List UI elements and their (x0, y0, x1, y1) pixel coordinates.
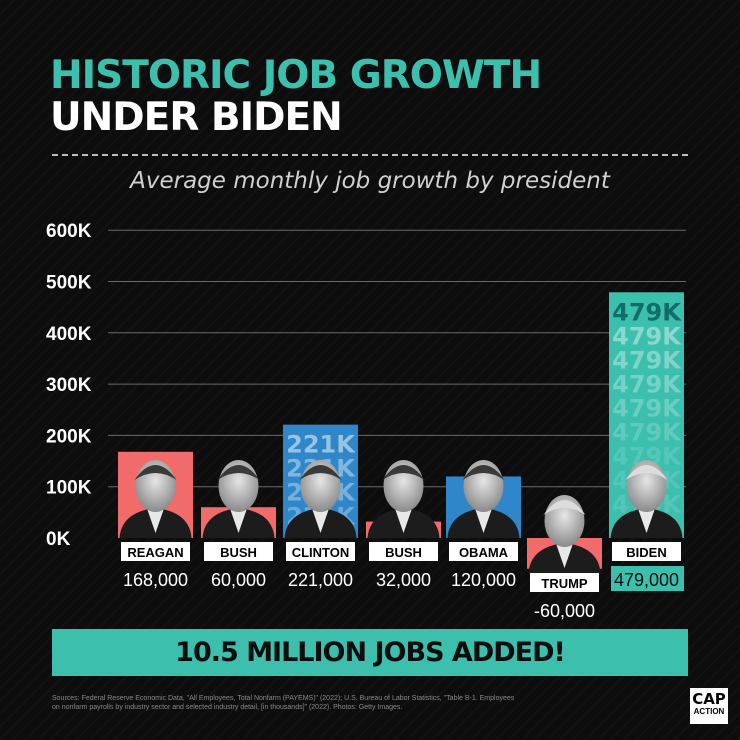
y-tick-label: 500K (46, 273, 92, 294)
portrait-hair (217, 465, 260, 480)
president-name: BUSH (220, 545, 257, 560)
value-label: -60,000 (534, 601, 595, 621)
y-tick-label: 600K (46, 221, 92, 242)
bar-value-watermark: 479K (612, 322, 682, 350)
portrait-shirt (638, 510, 655, 533)
president-name: REAGAN (127, 545, 183, 560)
value-label: 32,000 (376, 570, 431, 590)
title-line-1: HISTORIC JOB GROWTH (50, 53, 542, 98)
portrait-hair (134, 465, 177, 480)
y-tick-label: 400K (46, 324, 92, 345)
president-portrait (367, 460, 440, 538)
president-portrait (528, 495, 601, 573)
president-name-tag (121, 542, 190, 561)
president-portrait (119, 460, 192, 538)
value-label: 479,000 (614, 570, 679, 590)
president-name: TRUMP (541, 576, 588, 591)
bar-value-watermark: 221K (286, 431, 356, 459)
bar-value-watermark: 479K (612, 298, 682, 326)
bar-value-watermark: 479K (612, 418, 682, 446)
president-portrait (447, 460, 520, 538)
portrait-hair (299, 465, 342, 480)
bar-value-watermark: 479K (612, 394, 682, 422)
president-name-tag (612, 542, 681, 561)
y-tick-label: 0K (46, 529, 71, 550)
president-name-tag (530, 573, 599, 592)
sources-note: Sources: Federal Reserve Economic Data, … (52, 695, 515, 711)
portrait-shirt (395, 510, 412, 533)
labels: 0K 100K 200K 300K 400K 500K 600K REAGAN 168,000 B… (46, 221, 684, 621)
portrait-hair (543, 500, 586, 515)
president-name: OBAMA (459, 545, 509, 560)
portrait-shirt (556, 545, 573, 568)
title-line-2: UNDER BIDEN (50, 95, 343, 140)
portrait-hair (625, 465, 668, 480)
chart-subtitle: Average monthly job growth by president (130, 168, 610, 194)
grid-lines (108, 229, 686, 488)
president-photos (119, 460, 683, 573)
president-name-tag (286, 542, 355, 561)
bar-value-watermark: 479K (612, 346, 682, 374)
y-tick-label: 300K (46, 375, 92, 396)
value-label: 221,000 (288, 570, 353, 590)
portrait-hair (382, 465, 425, 480)
total-jobs-banner: 10.5 MILLION JOBS ADDED! (52, 629, 688, 676)
value-label: 120,000 (451, 570, 516, 590)
president-name: BUSH (385, 545, 422, 560)
value-label: 60,000 (211, 570, 266, 590)
president-name-tag (449, 542, 518, 561)
portrait-shirt (230, 510, 247, 533)
biden-value-highlight (611, 566, 684, 591)
portrait-shirt (147, 510, 164, 533)
president-name-tag (369, 542, 438, 561)
y-tick-label: 200K (46, 426, 92, 447)
bar-value-watermark: 479K (612, 370, 682, 398)
dashed-divider (52, 154, 688, 156)
president-portrait (284, 460, 357, 538)
portrait-shirt (312, 510, 329, 533)
president-name: CLINTON (292, 545, 350, 560)
president-portrait (202, 460, 275, 538)
portrait-hair (462, 465, 505, 480)
portrait-shirt (475, 510, 492, 533)
logo-action-text: ACTION (693, 707, 725, 716)
value-label: 168,000 (123, 570, 188, 590)
president-name: BIDEN (626, 545, 666, 560)
president-portrait (610, 460, 683, 538)
cap-action-logo: CAP ACTION (690, 688, 728, 724)
logo-cap-text: CAP (692, 690, 726, 708)
y-tick-label: 100K (46, 478, 92, 499)
president-name-tag (204, 542, 273, 561)
